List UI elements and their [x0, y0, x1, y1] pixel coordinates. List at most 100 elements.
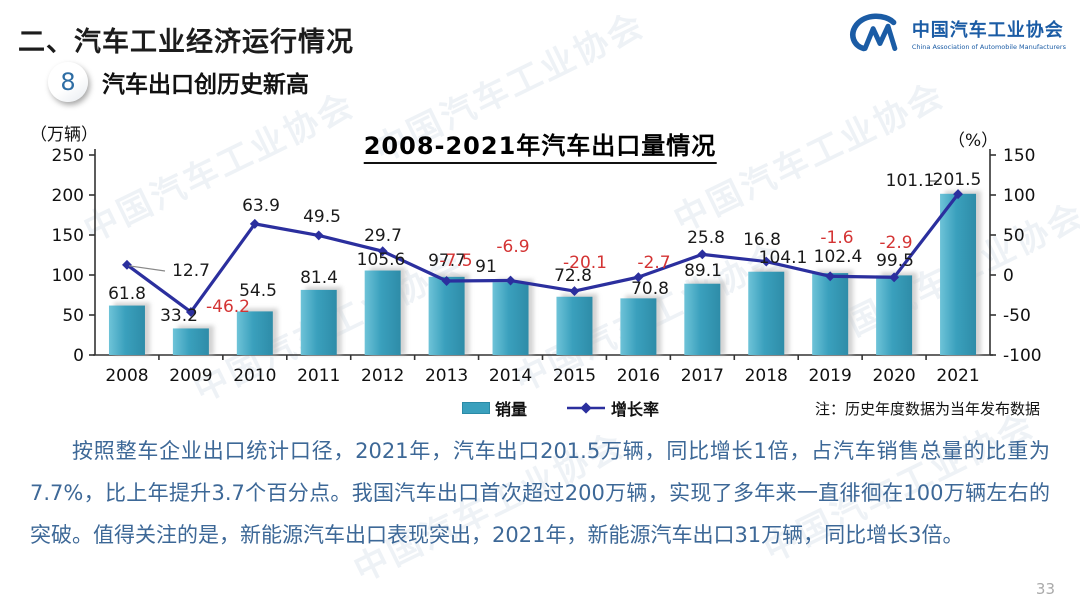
growth-value-label-2010: 63.9 — [242, 196, 280, 216]
bar-2020 — [876, 275, 913, 355]
right-axis-tick-label: 50 — [1003, 226, 1025, 246]
line-marker-2015 — [569, 286, 580, 297]
x-axis-year-label: 2015 — [553, 366, 596, 386]
left-axis-tick-label: 250 — [52, 146, 84, 166]
left-axis-tick-label: 100 — [52, 266, 84, 286]
x-axis-year-label: 2008 — [105, 366, 148, 386]
growth-value-label-2011: 49.5 — [303, 207, 341, 227]
caam-logo: 中国汽车工业协会 China Association of Automobile… — [844, 10, 1066, 56]
logo-name-cn: 中国汽车工业协会 — [911, 19, 1064, 41]
bar-value-label-2009: 33.2 — [160, 306, 198, 326]
bar-value-label-2018: 104.1 — [759, 248, 808, 268]
bar-2017 — [684, 283, 721, 355]
x-axis-year-label: 2020 — [872, 366, 915, 386]
line-marker-2021 — [953, 189, 963, 200]
bar-2009 — [172, 328, 209, 355]
right-axis-tick-label: 100 — [1003, 186, 1035, 206]
legend-line-marker-icon — [567, 402, 606, 414]
bar-2011 — [300, 289, 337, 355]
growth-rate-line — [126, 193, 960, 314]
right-axis-tick-label: -100 — [1003, 346, 1042, 366]
bar-2012 — [364, 270, 401, 355]
left-axis-unit-label: （万辆） — [30, 125, 98, 145]
x-axis-year-label: 2018 — [745, 366, 788, 386]
bar-2013 — [428, 276, 465, 355]
growth-value-label-2020: -2.9 — [879, 233, 912, 253]
body-paragraph: 按照整车企业出口统计口径，2021年，汽车出口201.5万辆，同比增长1倍，占汽… — [30, 439, 1050, 547]
line-marker-2012 — [377, 246, 388, 257]
right-axis-tick-label: 150 — [1003, 146, 1035, 166]
bar-value-label-2008: 61.8 — [108, 284, 146, 304]
line-marker-2010 — [249, 218, 260, 229]
chart-title: 2008-2021年汽车出口量情况 — [363, 126, 717, 164]
growth-value-label-2015: -20.1 — [563, 253, 607, 273]
page-title: 二、汽车工业经济运行情况 — [18, 27, 354, 58]
bar-value-label-2015: 72.8 — [554, 266, 592, 286]
line-marker-2011 — [313, 230, 324, 241]
bar-value-label-2011: 81.4 — [300, 268, 338, 288]
line-marker-2018 — [761, 256, 772, 267]
x-axis-year-label: 2017 — [681, 366, 724, 386]
line-marker-2014 — [505, 275, 516, 286]
chart-note: 注：历史年度数据为当年发布数据 — [814, 400, 1040, 418]
bar-value-label-2016: 70.8 — [631, 279, 669, 299]
bar-2019 — [812, 273, 849, 355]
right-axis-unit-label: （%） — [948, 131, 999, 151]
growth-value-label-2018: 16.8 — [743, 230, 781, 250]
x-axis-year-label: 2014 — [489, 366, 532, 386]
growth-value-label-2012: 29.7 — [364, 226, 402, 246]
growth-value-label-2014: -6.9 — [496, 237, 529, 257]
caam-logo-icon — [849, 13, 898, 52]
growth-value-label-2016: -2.7 — [637, 253, 670, 273]
line-marker-2013 — [441, 276, 452, 286]
x-axis-year-label: 2012 — [361, 366, 404, 386]
bar-2015 — [556, 296, 593, 355]
growth-value-label-2008: 12.7 — [172, 261, 210, 281]
line-marker-2016 — [633, 272, 644, 283]
bar-2016 — [620, 298, 657, 355]
legend-label-growth: 增长率 — [611, 400, 660, 419]
left-axis-tick-label: 50 — [62, 306, 84, 326]
bar-2018 — [748, 271, 785, 355]
chart-legend: 销量 增长率 — [462, 396, 659, 420]
section-subtitle: 汽车出口创历史新高 — [102, 72, 309, 98]
right-axis-tick-label: -50 — [1003, 306, 1031, 326]
line-marker-2009 — [185, 307, 196, 317]
legend-label-sales: 销量 — [495, 400, 528, 419]
growth-value-label-2017: 25.8 — [687, 228, 725, 248]
growth-value-label-2013: -7.5 — [439, 251, 472, 271]
x-axis-year-label: 2016 — [617, 366, 660, 386]
x-axis-year-label: 2010 — [233, 366, 276, 386]
line-marker-2017 — [697, 249, 708, 260]
bar-2010 — [236, 311, 273, 355]
bar-2008 — [108, 305, 145, 355]
logo-name-en: China Association of Automobile Manufact… — [911, 42, 1066, 51]
bar-value-label-2017: 89.1 — [684, 261, 722, 281]
x-axis-year-label: 2013 — [425, 366, 468, 386]
page-number: 33 — [1035, 580, 1055, 598]
left-axis-tick-label: 200 — [52, 186, 84, 206]
x-axis-year-label: 2019 — [809, 366, 852, 386]
growth-value-label-2019: -1.6 — [820, 228, 853, 248]
bar-value-label-2012: 105.6 — [357, 250, 406, 270]
bar-value-label-2014: 91 — [475, 257, 497, 277]
left-axis-tick-label: 0 — [73, 346, 84, 366]
growth-value-label-2009: -46.2 — [206, 297, 250, 317]
left-axis-tick-label: 150 — [52, 226, 84, 246]
line-marker-2020 — [889, 272, 900, 283]
bar-value-label-2010: 54.5 — [239, 281, 277, 301]
leader-line-2008 — [128, 265, 166, 272]
bar-2021 — [940, 193, 977, 355]
bar-value-label-2019: 102.4 — [814, 247, 863, 267]
bar-2014 — [492, 282, 529, 355]
section-number-badge: 8 — [48, 62, 88, 102]
growth-value-label-2021: 101.1 — [886, 171, 935, 191]
line-marker-2019 — [825, 271, 836, 282]
bar-value-label-2021: 201.5 — [933, 170, 982, 190]
section-badge-row: 8 汽车出口创历史新高 — [48, 62, 309, 102]
bar-value-label-2013: 97.7 — [428, 251, 466, 271]
x-axis-year-label: 2021 — [936, 366, 979, 386]
x-axis-year-label: 2011 — [297, 366, 340, 386]
